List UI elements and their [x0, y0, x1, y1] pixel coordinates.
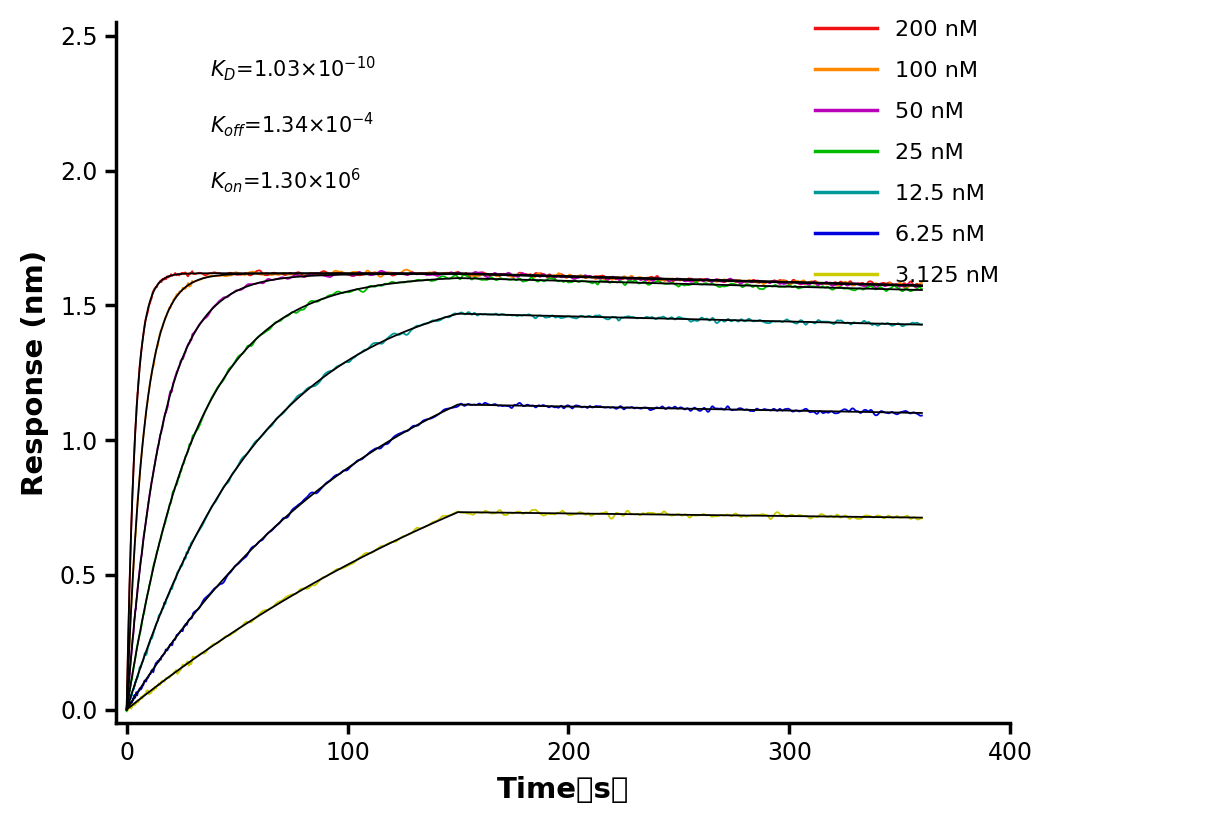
3.125 nM: [527, 505, 542, 515]
12.5 nM: [841, 318, 856, 328]
25 nM: [128, 649, 143, 659]
Text: $K_D$=1.03×10$^{-10}$: $K_D$=1.03×10$^{-10}$: [209, 54, 376, 82]
Line: 100 nM: 100 nM: [127, 270, 922, 710]
12.5 nM: [733, 314, 748, 324]
3.125 nM: [128, 697, 143, 707]
100 nM: [634, 273, 649, 283]
50 nM: [732, 278, 747, 288]
100 nM: [732, 275, 747, 285]
200 nM: [841, 278, 856, 288]
6.25 nM: [636, 403, 650, 412]
6.25 nM: [841, 407, 856, 417]
25 nM: [841, 284, 856, 294]
6.25 nM: [914, 411, 929, 421]
Line: 3.125 nM: 3.125 nM: [127, 510, 922, 710]
Line: 200 nM: 200 nM: [127, 271, 922, 708]
3.125 nM: [636, 508, 650, 518]
50 nM: [128, 604, 143, 614]
25 nM: [120, 706, 134, 716]
200 nM: [529, 268, 543, 278]
12.5 nM: [120, 703, 134, 713]
6.25 nM: [120, 703, 134, 713]
3.125 nM: [733, 512, 748, 521]
3.125 nM: [841, 514, 856, 524]
6.25 nM: [819, 408, 834, 417]
200 nM: [120, 703, 134, 713]
12.5 nM: [914, 319, 929, 329]
Line: 50 nM: 50 nM: [127, 271, 922, 710]
12.5 nM: [819, 317, 834, 327]
3.125 nM: [819, 512, 834, 522]
12.5 nM: [636, 314, 650, 323]
3.125 nM: [914, 513, 929, 523]
3.125 nM: [121, 705, 136, 715]
100 nM: [841, 279, 856, 289]
25 nM: [819, 282, 834, 292]
100 nM: [120, 705, 134, 714]
200 nM: [914, 281, 929, 291]
200 nM: [253, 266, 267, 276]
100 nM: [529, 271, 543, 281]
25 nM: [914, 284, 929, 294]
6.25 nM: [478, 398, 493, 408]
50 nM: [529, 271, 543, 281]
X-axis label: Time（s）: Time（s）: [496, 776, 630, 804]
100 nM: [128, 526, 143, 536]
200 nM: [819, 278, 834, 288]
12.5 nM: [128, 676, 143, 686]
50 nM: [375, 266, 389, 276]
200 nM: [634, 275, 649, 285]
200 nM: [732, 276, 747, 286]
6.25 nM: [733, 403, 748, 413]
Y-axis label: Response (nm): Response (nm): [21, 250, 49, 496]
12.5 nM: [461, 307, 476, 317]
Line: 12.5 nM: 12.5 nM: [127, 312, 922, 708]
50 nM: [120, 705, 134, 715]
6.25 nM: [120, 704, 134, 714]
25 nM: [634, 278, 649, 288]
100 nM: [914, 278, 929, 288]
Text: $K_{off}$=1.34×10$^{-4}$: $K_{off}$=1.34×10$^{-4}$: [209, 110, 375, 139]
Text: $K_{on}$=1.30×10$^{6}$: $K_{on}$=1.30×10$^{6}$: [209, 166, 361, 195]
200 nM: [128, 417, 143, 427]
6.25 nM: [530, 402, 545, 412]
Line: 25 nM: 25 nM: [127, 275, 922, 711]
25 nM: [529, 276, 543, 285]
12.5 nM: [530, 312, 545, 322]
50 nM: [819, 277, 834, 287]
6.25 nM: [128, 689, 143, 699]
3.125 nM: [530, 506, 545, 516]
50 nM: [914, 280, 929, 290]
Line: 6.25 nM: 6.25 nM: [127, 403, 922, 709]
12.5 nM: [120, 702, 134, 712]
50 nM: [841, 280, 856, 290]
3.125 nM: [120, 705, 134, 714]
100 nM: [399, 265, 414, 275]
Legend: 200 nM, 100 nM, 50 nM, 25 nM, 12.5 nM, 6.25 nM, 3.125 nM: 200 nM, 100 nM, 50 nM, 25 nM, 12.5 nM, 6…: [816, 20, 999, 286]
100 nM: [819, 280, 834, 290]
50 nM: [634, 275, 649, 285]
25 nM: [732, 280, 747, 290]
25 nM: [456, 270, 471, 280]
